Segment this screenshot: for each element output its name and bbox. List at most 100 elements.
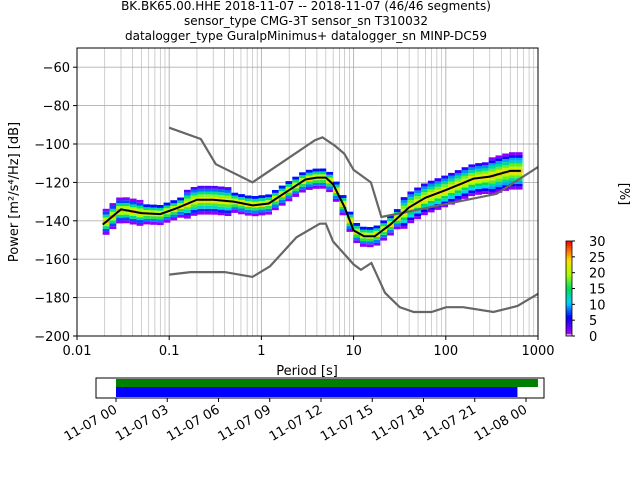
heatmap-cell [400,202,408,206]
heatmap-cell [265,194,272,198]
heatmap-cell [150,213,157,217]
heatmap-cell [312,180,320,183]
colorbar-gradient [566,241,572,337]
heatmap-cell [454,181,462,185]
time-tick-label: 11-07 03 [113,402,171,444]
heatmap-cell [211,200,218,204]
heatmap-cell [454,170,462,173]
heatmap-cell [109,203,117,206]
colorbar-step [566,333,572,337]
heatmap-cell [177,214,184,218]
heatmap-cell [366,241,374,245]
heatmap-cell [502,185,509,188]
heatmap-cell [251,196,259,199]
heatmap-cell [346,226,354,229]
x-tick-label: 10 [345,344,362,359]
heatmap-cell [265,197,272,201]
heatmap-cell [488,189,496,192]
heatmap-cell [346,229,354,232]
mean-psd-curve [102,169,521,238]
heatmap-cell [488,191,496,195]
heatmap-cell [346,223,354,227]
heatmap-cell [502,165,509,168]
heatmap-cell [454,178,462,182]
colorbar-step [566,305,572,308]
heatmap-cell [427,180,435,184]
heatmap-cell [468,193,476,197]
heatmap-cell [515,163,523,167]
heatmap-cell [488,171,496,175]
heatmap-cell [509,183,516,187]
heatmap-cell [258,203,266,207]
heatmap-cell [184,204,191,208]
heatmap-cell [224,210,232,214]
heatmap-cell [170,205,178,209]
heatmap-cell [190,195,198,199]
heatmap-cell [387,218,394,222]
heatmap-cell [129,213,137,216]
heatmap-cell [197,203,205,206]
heatmap-cell [238,197,245,200]
heatmap-cell [502,176,509,180]
x-tick-label: 0.1 [159,344,180,359]
grid [76,48,538,337]
heatmap-cell [387,215,394,219]
heatmap-cell [515,155,523,158]
y-axis-label: Power [m²/s⁴/Hz] [dB] [7,122,22,262]
heatmap-cell [434,189,442,193]
heatmap-cell [387,226,394,230]
colorbar-step [566,250,572,254]
heatmap-cell [217,189,225,193]
x-axis-ticks: 0.01 0.1 1 10 100 1000 [63,336,555,359]
colorbar-step [566,298,572,301]
time-tick-label: 11-07 21 [421,402,479,444]
heatmap-cell [109,226,117,230]
heatmap-cell [448,190,455,193]
heatmap-cell [312,171,320,175]
heatmap-cell [136,199,144,203]
heatmap-cell [136,220,144,223]
heatmap-cell [407,191,415,195]
heatmap-cell [116,211,123,215]
heatmap-cell [292,182,300,186]
x-tick-label: 100 [433,344,458,359]
heatmap-cell [136,214,144,218]
x-tick-label: 1000 [521,344,554,359]
heatmap-cell [109,223,117,227]
heatmap-cell [116,197,123,201]
heatmap-cell [197,211,205,215]
heatmap-cell [332,193,340,196]
heatmap-cell [366,229,374,233]
y-tick-label: −180 [34,292,70,307]
heatmap-cell [184,189,191,193]
heatmap-cell [454,187,462,191]
heatmap-cell [265,205,272,209]
heatmap-cell [495,181,503,185]
colorbar-step [566,307,572,311]
heatmap-cell [190,207,198,210]
heatmap-cell [217,186,225,190]
heatmap-cell [177,203,184,207]
heatmap-cell [190,210,198,213]
heatmap-cell [204,191,212,195]
heatmap-cell [454,193,462,196]
heatmap-cell [360,241,367,244]
heatmap-cell [461,175,469,179]
heatmap-cell [150,210,157,214]
heatmap-cell [190,201,198,205]
heatmap-cell [211,188,218,192]
plot-frame [76,47,539,337]
heatmap-cell [481,185,489,189]
heatmap-cell [339,206,347,210]
heatmap-cell [421,203,428,207]
heatmap-cell [278,197,286,200]
heatmap-cell [400,214,408,218]
heatmap-cell [434,207,442,210]
heatmap-cell [515,152,523,156]
heatmap-cell [265,200,272,204]
heatmap-cell [353,240,361,244]
heatmap-cell [305,181,313,185]
heatmap-cell [461,193,469,197]
heatmap-cell [421,186,428,190]
heatmap-cell [211,191,218,195]
